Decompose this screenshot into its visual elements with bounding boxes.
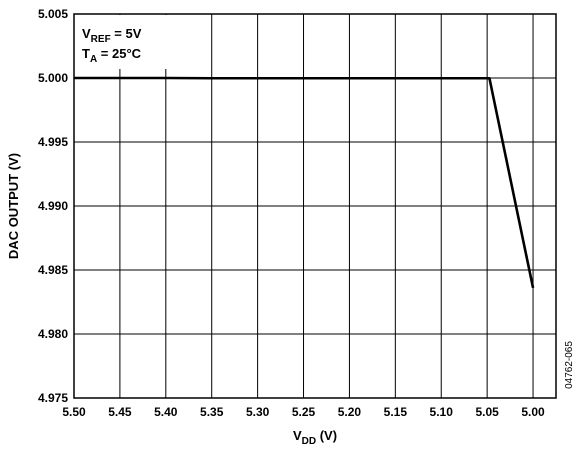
x-tick-label: 5.45 [108,405,132,419]
x-tick-label: 5.25 [292,405,316,419]
y-tick-label: 4.990 [38,199,68,213]
y-tick-labels: 5.005 5.000 4.995 4.990 4.985 4.980 4.975 [38,7,68,405]
x-tick-label: 5.05 [475,405,499,419]
series-line [74,76,535,289]
y-tick-label: 4.995 [38,135,68,149]
x-tick-label: 5.35 [200,405,224,419]
x-tick-labels: 5.50 5.45 5.40 5.35 5.30 5.25 5.20 5.15 5.10 5.05… [62,405,545,419]
y-tick-label: 5.005 [38,7,68,21]
x-tick-label: 5.10 [430,405,454,419]
annotation-ta: TA = 25°C [82,46,142,65]
y-axis-title: DAC OUTPUT (V) [6,153,21,259]
x-tick-label: 5.15 [384,405,408,419]
x-tick-label: 5.30 [246,405,270,419]
x-axis-title: VDD (V) [293,428,337,447]
y-tick-label: 4.985 [38,263,68,277]
x-tick-label: 5.00 [521,405,545,419]
grid-lines [73,13,556,399]
series-group [74,76,535,289]
x-tick-label: 5.50 [62,405,86,419]
y-tick-label: 4.975 [38,391,68,405]
x-tick-label: 5.20 [338,405,362,419]
y-tick-label: 4.980 [38,327,68,341]
annotation-vref: VREF = 5V [82,26,142,45]
y-tick-label: 5.000 [38,71,68,85]
x-tick-label: 5.40 [154,405,178,419]
annotation-box [75,15,187,69]
figure-id: 04762-065 [564,341,575,389]
plot-frame [73,13,557,399]
